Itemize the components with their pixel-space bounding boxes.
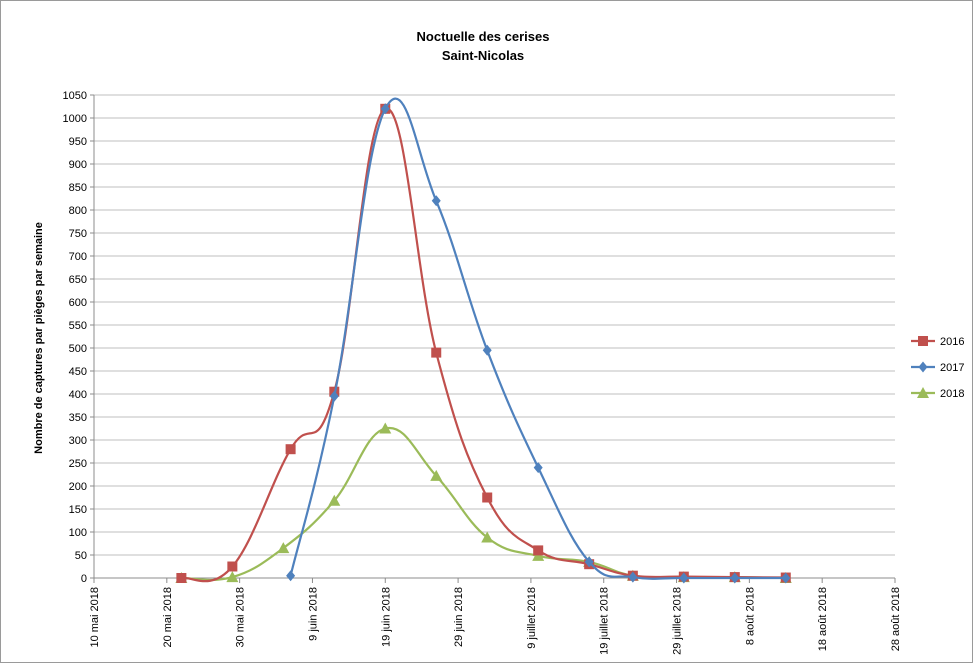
gridlines	[94, 94, 895, 556]
x-tick-label: 9 juillet 2018	[526, 587, 538, 649]
y-tick-label: 950	[69, 136, 87, 148]
x-tick-label: 8 août 2018	[744, 587, 756, 645]
data-point-2017	[431, 195, 441, 207]
y-tick-label: 750	[69, 228, 87, 240]
y-tick-label: 50	[75, 550, 87, 562]
data-point-2016	[482, 492, 493, 503]
y-tick-label: 500	[69, 343, 87, 355]
data-point-2016	[176, 573, 187, 583]
legend-label: 2018	[940, 388, 964, 400]
data-point-2017	[482, 344, 492, 356]
data-point-2016	[227, 561, 238, 572]
chart-title: Noctuelle des cerises	[417, 29, 550, 44]
data-point-2017	[533, 462, 543, 474]
data-point-2017	[679, 572, 689, 584]
y-tick-labels: 0 50 100 150 200 250 300 350 400 450 500 550 600 650 7…	[63, 90, 87, 585]
x-tick-labels: 10 mai 2018 20 mai 2018 30 mai 2018 9 juin …	[89, 587, 902, 655]
x-tick-label: 10 mai 2018	[89, 587, 101, 648]
legend-entry-2016: 2016	[911, 336, 964, 348]
data-point-2018	[379, 422, 392, 434]
legend-marker	[918, 336, 928, 346]
legend-label: 2016	[940, 336, 964, 348]
series-lines	[175, 97, 792, 584]
x-tick-label: 18 août 2018	[817, 587, 829, 651]
y-tick-label: 450	[69, 366, 87, 378]
x-tick-label: 30 mai 2018	[235, 587, 247, 648]
series-2017	[286, 97, 791, 584]
y-tick-label: 1000	[63, 113, 87, 125]
y-tick-label: 350	[69, 412, 87, 424]
y-tick-label: 900	[69, 159, 87, 171]
legend-marker	[918, 361, 928, 373]
x-tick-label: 19 juin 2018	[380, 587, 392, 647]
data-point-2018	[481, 531, 494, 543]
legend: 2016 2017 2018	[911, 336, 964, 400]
data-point-2018	[328, 494, 341, 506]
data-point-2017	[781, 572, 791, 584]
data-point-2017	[628, 571, 638, 583]
data-point-2017	[329, 390, 339, 402]
y-tick-label: 300	[69, 435, 87, 447]
x-tick-label: 28 août 2018	[890, 587, 902, 651]
y-tick-label: 850	[69, 182, 87, 194]
y-tick-label: 600	[69, 297, 87, 309]
data-point-2016	[533, 545, 544, 556]
data-point-2017	[730, 572, 740, 584]
data-point-2018	[430, 469, 443, 481]
legend-entry-2018: 2018	[911, 387, 964, 400]
y-tick-label: 700	[69, 251, 87, 263]
data-point-2017	[380, 103, 390, 115]
chart-subtitle: Saint-Nicolas	[442, 48, 524, 63]
y-tick-label: 400	[69, 389, 87, 401]
y-tick-label: 250	[69, 458, 87, 470]
y-tick-label: 1050	[63, 90, 87, 102]
x-tick-label: 20 mai 2018	[162, 587, 174, 648]
y-axis-label: Nombre de captures par pièges par semain…	[33, 222, 45, 454]
y-tick-label: 100	[69, 527, 87, 539]
data-point-2018	[277, 542, 290, 554]
data-point-2018	[532, 549, 545, 561]
x-tick-label: 9 juin 2018	[307, 587, 319, 641]
data-point-2016	[431, 347, 442, 358]
data-point-2017	[584, 556, 594, 568]
data-point-2018	[226, 571, 239, 583]
y-tick-label: 0	[81, 573, 87, 585]
y-tick-label: 150	[69, 504, 87, 516]
x-tick-label: 19 juillet 2018	[599, 587, 611, 655]
x-tick-label: 29 juin 2018	[453, 587, 465, 647]
x-tick-label: 29 juillet 2018	[672, 587, 684, 655]
legend-marker	[917, 387, 929, 398]
data-point-2016	[285, 444, 296, 455]
y-tick-label: 200	[69, 481, 87, 493]
y-tick-label: 550	[69, 320, 87, 332]
y-tick-label: 650	[69, 274, 87, 286]
y-tick-label: 800	[69, 205, 87, 217]
legend-entry-2017: 2017	[911, 361, 964, 374]
legend-label: 2017	[940, 362, 964, 374]
data-point-2017	[286, 570, 296, 582]
